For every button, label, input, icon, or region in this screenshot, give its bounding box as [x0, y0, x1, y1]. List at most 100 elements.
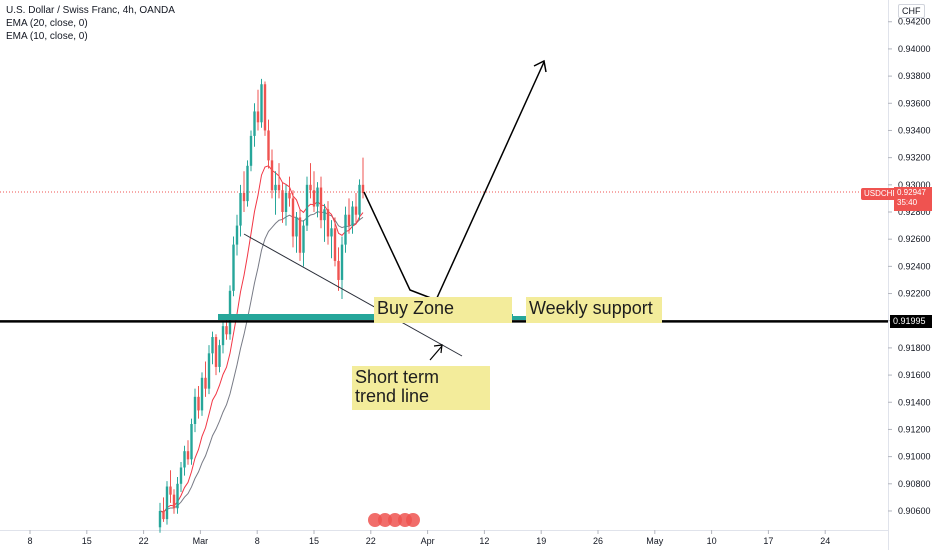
candle[interactable]: [309, 163, 312, 199]
candle[interactable]: [281, 182, 284, 223]
candle[interactable]: [263, 81, 267, 136]
short-term-trend-line[interactable]: [243, 233, 463, 357]
ema-20-line[interactable]: [159, 211, 364, 513]
candle[interactable]: [169, 470, 172, 503]
candle[interactable]: [277, 163, 281, 199]
candle-body: [190, 424, 193, 460]
candle-body: [158, 510, 162, 528]
candle[interactable]: [253, 103, 256, 147]
candle[interactable]: [183, 445, 186, 476]
candle[interactable]: [333, 217, 337, 267]
candle[interactable]: [354, 192, 358, 223]
weekly-support-note[interactable]: Weekly support: [526, 297, 662, 323]
candle[interactable]: [165, 481, 169, 525]
candle[interactable]: [291, 190, 295, 248]
price-tick-label: 0.94200: [898, 17, 931, 27]
candle-body: [358, 184, 361, 215]
candle[interactable]: [316, 182, 319, 218]
time-tick-label: Apr: [421, 536, 435, 546]
candle[interactable]: [260, 78, 263, 128]
legend-ema-10[interactable]: EMA (10, close, 0): [6, 31, 88, 42]
time-tick-label: 15: [82, 536, 92, 546]
symbol-tag[interactable]: USDCHF: [861, 188, 901, 200]
candle-body: [305, 184, 309, 226]
candle[interactable]: [270, 149, 274, 199]
candle-body: [344, 214, 347, 245]
candle[interactable]: [256, 89, 260, 131]
buy-zone-note[interactable]: Buy Zone: [374, 297, 512, 323]
candle-body: [302, 225, 305, 253]
candle[interactable]: [319, 176, 323, 229]
candle[interactable]: [179, 462, 183, 492]
candle[interactable]: [232, 236, 235, 297]
candle[interactable]: [186, 440, 190, 465]
candle[interactable]: [246, 160, 249, 207]
projection-up-arrow[interactable]: [435, 61, 545, 301]
candle[interactable]: [200, 372, 204, 416]
candle[interactable]: [288, 176, 291, 207]
candle[interactable]: [228, 285, 232, 340]
candle[interactable]: [267, 119, 270, 169]
candle[interactable]: [158, 502, 162, 533]
candle[interactable]: [242, 171, 246, 212]
candle-body: [204, 377, 207, 389]
candle[interactable]: [162, 497, 165, 522]
candle[interactable]: [361, 157, 365, 199]
candle[interactable]: [218, 339, 221, 373]
short-term-trend-note[interactable]: Short term trend line: [352, 366, 490, 410]
candle[interactable]: [235, 214, 239, 256]
price-tick-label: 0.92200: [898, 289, 931, 299]
candle[interactable]: [298, 209, 302, 261]
candle[interactable]: [211, 331, 214, 365]
candle[interactable]: [344, 206, 347, 253]
candle[interactable]: [193, 388, 197, 433]
countdown-value: 35:40: [897, 198, 918, 207]
candle[interactable]: [221, 320, 225, 354]
candle[interactable]: [305, 176, 309, 232]
support-price-tag[interactable]: 0.91995: [890, 315, 932, 328]
candle[interactable]: [274, 171, 277, 215]
candle-body: [239, 192, 242, 226]
time-tick-label: May: [646, 536, 664, 546]
support-zone-bar[interactable]: [218, 314, 513, 320]
ema-10-line[interactable]: [159, 165, 364, 514]
candle[interactable]: [284, 184, 288, 226]
candle[interactable]: [351, 201, 354, 234]
candle[interactable]: [176, 477, 179, 514]
candle[interactable]: [302, 220, 305, 267]
candle[interactable]: [337, 247, 340, 291]
last-price-tag[interactable]: 0.92947 35:40: [894, 187, 932, 211]
candle[interactable]: [214, 334, 218, 376]
candle[interactable]: [197, 385, 200, 419]
time-axis[interactable]: 8 15 22 Mar 8 15 22 Apr 12 19 26 May 10 17 24: [27, 530, 830, 546]
candlestick-series[interactable]: [158, 78, 365, 533]
price-axis[interactable]: 0.94200 0.94000 0.93800 0.93600 0.93400 0.932…: [888, 17, 931, 516]
candle[interactable]: [249, 130, 253, 172]
candle[interactable]: [207, 345, 211, 395]
candle[interactable]: [323, 203, 326, 242]
candle[interactable]: [312, 171, 316, 212]
candle[interactable]: [239, 184, 242, 237]
candle[interactable]: [172, 489, 176, 514]
candle[interactable]: [190, 418, 193, 465]
candle-body: [242, 192, 246, 202]
price-tick-label: 0.91200: [898, 424, 931, 434]
last-price-value: 0.92947: [897, 188, 926, 197]
candle-body: [298, 217, 302, 253]
economic-events-icons[interactable]: [368, 513, 420, 527]
candle-body: [337, 260, 340, 280]
candle[interactable]: [326, 201, 330, 245]
legend-ema-20[interactable]: EMA (20, close, 0): [6, 18, 88, 29]
candle-body: [235, 225, 239, 245]
candle[interactable]: [295, 212, 298, 253]
trendline-small-arrow[interactable]: [429, 345, 443, 361]
candle[interactable]: [358, 179, 361, 221]
price-tick-label: 0.93000: [898, 180, 931, 190]
candle[interactable]: [204, 361, 207, 397]
candle[interactable]: [347, 198, 351, 234]
chart-legend[interactable]: U.S. Dollar / Swiss Franc, 4h, OANDA EMA…: [6, 4, 175, 43]
candle[interactable]: [330, 220, 333, 259]
projection-up-arrowhead: [533, 59, 547, 73]
projection-path-arrow[interactable]: [363, 191, 437, 301]
